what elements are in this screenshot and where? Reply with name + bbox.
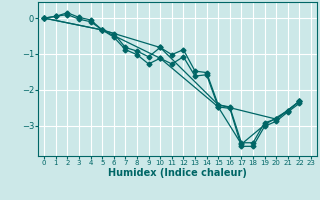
X-axis label: Humidex (Indice chaleur): Humidex (Indice chaleur) — [108, 168, 247, 178]
